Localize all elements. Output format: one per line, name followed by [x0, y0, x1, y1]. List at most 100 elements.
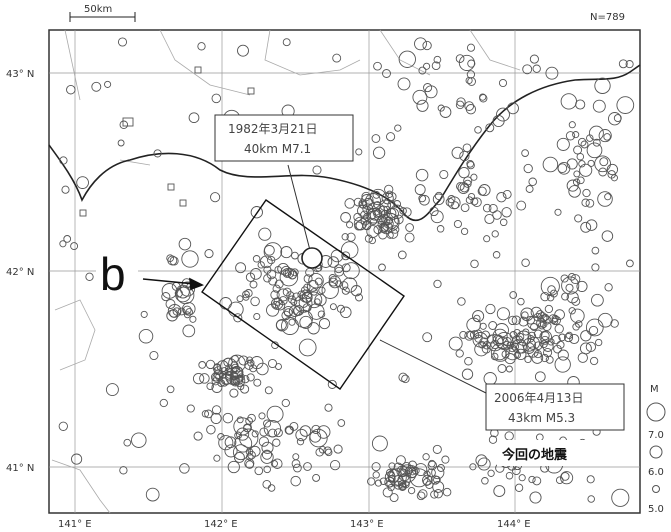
epicenter-circle: [594, 155, 611, 173]
epicenter-circle: [228, 354, 246, 373]
epicenter-circle: [547, 285, 556, 294]
epicenter-circle: [339, 281, 349, 291]
epicenter-circle: [539, 330, 552, 344]
epicenter-circle: [303, 462, 312, 471]
epicenter-circle: [479, 93, 487, 101]
epicenter-circle: [222, 412, 234, 424]
epicenter-circle: [372, 191, 381, 199]
epicenter-circle: [258, 436, 270, 447]
epicenter-circle: [283, 308, 293, 317]
epicenter-circle: [389, 493, 399, 503]
epicenter-circle: [585, 198, 595, 208]
epicenter-circle: [329, 459, 341, 471]
epicenter-circle: [166, 309, 179, 322]
epicenter-circle: [565, 131, 576, 141]
epicenter-circle: [402, 481, 410, 489]
epicenter-circle: [573, 145, 583, 155]
epicenter-circle: [604, 283, 613, 292]
epicenter-circle: [263, 419, 272, 428]
epicenter-circle: [618, 59, 628, 69]
epicenter-circle: [431, 466, 445, 480]
epicenter-circle: [521, 149, 529, 157]
epicenter-circle: [525, 185, 534, 193]
epicenter-circle: [361, 191, 371, 202]
epicenter-circle: [599, 157, 609, 167]
epicenter-circle: [262, 479, 272, 489]
epicenter-circle: [606, 163, 619, 176]
epicenter-circle: [179, 281, 196, 297]
epicenter-circle: [505, 471, 514, 480]
epicenter-circle: [414, 37, 427, 51]
epicenter-circle: [598, 129, 612, 143]
epicenter-circle: [305, 291, 323, 309]
epicenter-circle: [423, 83, 433, 93]
epicenter-circle: [204, 409, 213, 419]
epicenter-circle: [437, 104, 445, 112]
lat-label-43: 43° N: [6, 69, 34, 80]
epicenter-circle: [565, 331, 573, 340]
b-label: b: [100, 248, 126, 300]
epicenter-circle: [258, 412, 266, 420]
epicenter-circle: [579, 342, 592, 355]
epicenter-circle: [492, 251, 501, 259]
epicenter-circle: [469, 463, 477, 471]
epicenter-circle: [581, 198, 590, 207]
epicenter-circle: [483, 235, 491, 243]
epicenter-circle: [392, 475, 404, 486]
epicenter-circle: [261, 441, 274, 454]
epicenter-circle: [523, 163, 533, 174]
epicenter-circle: [312, 165, 322, 175]
epicenter-circle: [342, 277, 358, 293]
epicenter-circle: [295, 428, 308, 442]
epicenter-circle: [576, 176, 585, 185]
epicenter-circle: [499, 218, 508, 227]
epicenter-circle: [380, 224, 389, 232]
epicenter-circle: [418, 489, 428, 499]
epicenter-circle: [275, 318, 289, 332]
epicenter-circle: [179, 463, 190, 474]
epicenter-circle: [266, 269, 277, 280]
epicenter-circle: [465, 104, 477, 115]
epicenter-circle: [436, 225, 445, 233]
epicenter-circle: [502, 337, 512, 347]
epicenter-circle: [291, 251, 299, 260]
epicenter-circle: [282, 287, 292, 297]
epicenter-circle: [592, 99, 606, 113]
epicenter-circle: [610, 319, 619, 328]
epicenter-circle: [524, 355, 532, 364]
epicenter-circle: [237, 44, 249, 57]
epicenter-circle: [378, 263, 386, 272]
epicenter-circle: [263, 242, 283, 261]
b-arrow: [142, 277, 205, 291]
epicenter-circle: [379, 477, 388, 485]
epicenter-circle: [314, 277, 323, 286]
annotation-box-1982: [214, 114, 354, 162]
epicenter-circle: [353, 197, 363, 207]
epicenter-circle: [236, 427, 250, 441]
epicenter-circle: [285, 426, 294, 435]
epicenter-circle: [70, 242, 79, 251]
epicenter-circle: [521, 311, 529, 319]
epicenter-circle: [355, 293, 363, 302]
epicenter-circle: [496, 107, 510, 122]
epicenter-circle: [448, 336, 463, 351]
epicenter-circle: [470, 259, 479, 269]
epicenter-circle: [186, 404, 195, 413]
epicenter-circle: [472, 332, 489, 348]
epicenter-circle: [560, 472, 570, 481]
epicenter-circle: [530, 306, 542, 319]
epicenter-circle: [374, 479, 382, 487]
epicenter-circle: [575, 320, 583, 328]
epicenter-circle: [225, 371, 233, 379]
epicenter-circle: [490, 342, 510, 362]
epicenter-circle: [548, 314, 558, 324]
epicenter-circle: [245, 448, 254, 456]
epicenter-circle: [431, 61, 441, 71]
epicenter-circle: [321, 281, 339, 299]
epicenter-circle: [276, 288, 290, 302]
epicenter-circle: [310, 288, 318, 296]
epicenter-circle: [266, 405, 284, 423]
epicenter-circle: [389, 204, 405, 219]
epicenter-circle: [580, 140, 589, 149]
epicenter-circle: [545, 66, 559, 80]
